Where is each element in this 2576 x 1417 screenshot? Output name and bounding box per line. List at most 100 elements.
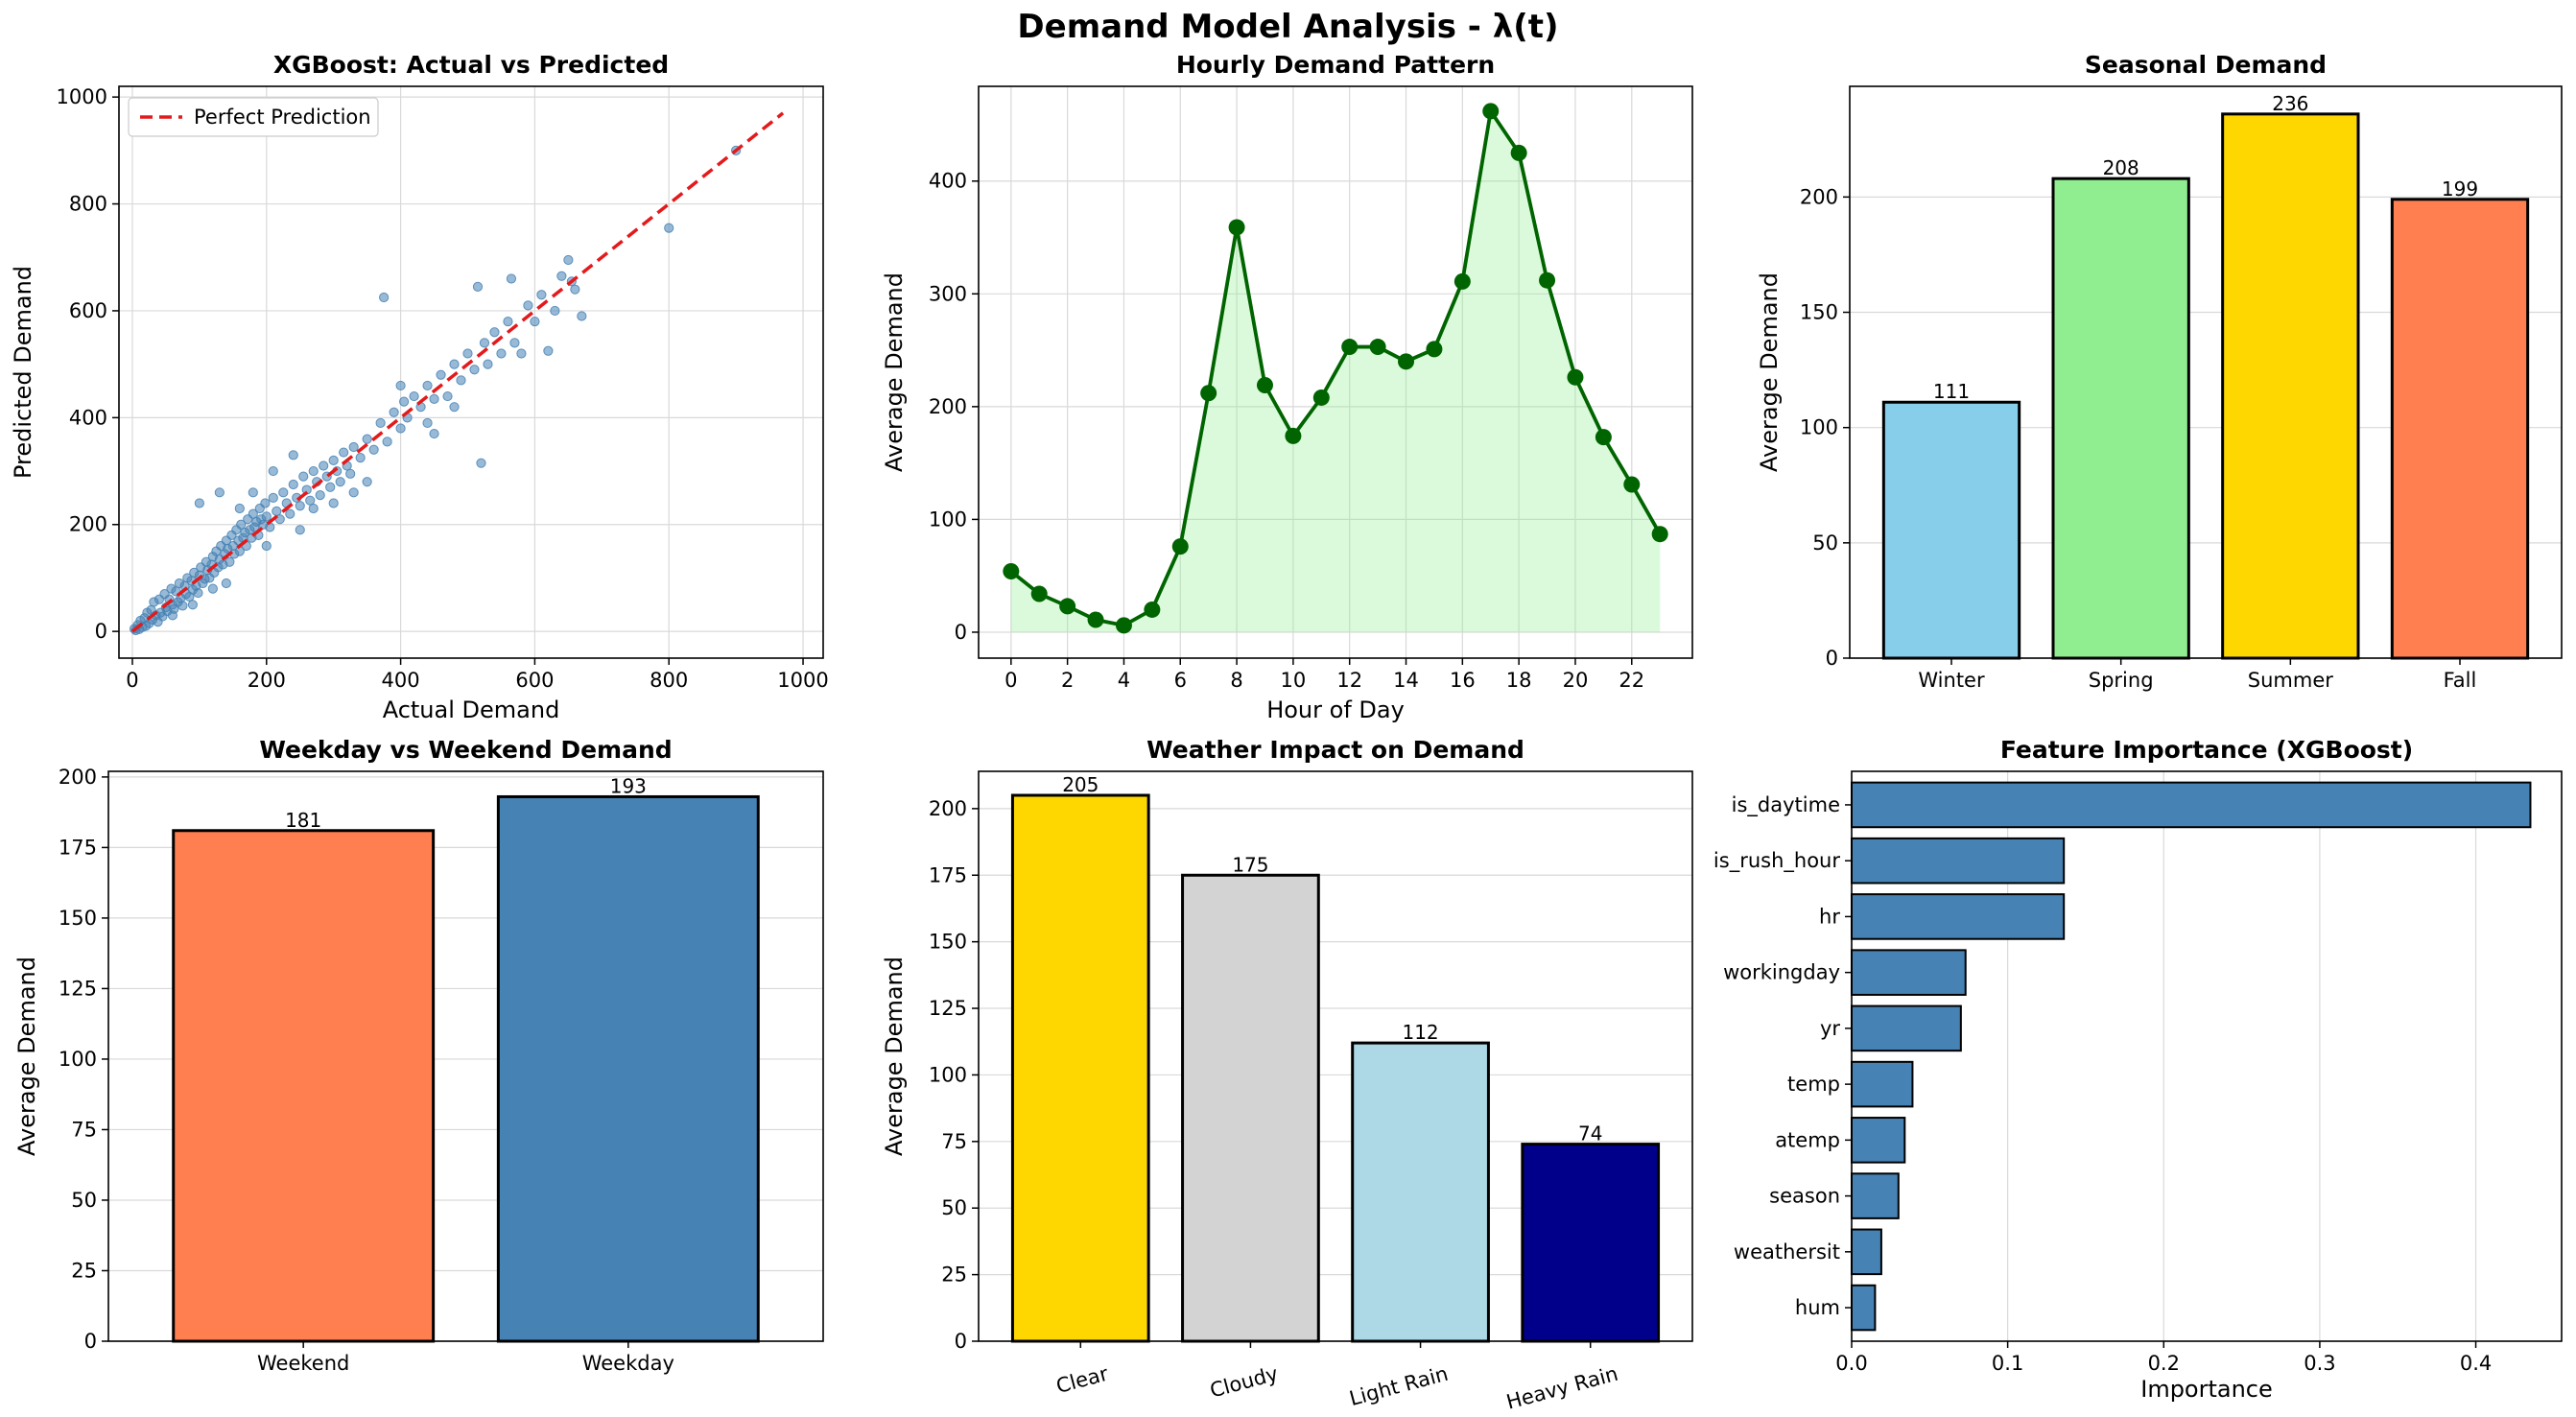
scatter-legend-label: Perfect Prediction xyxy=(194,106,371,129)
seasonal-value-label: 208 xyxy=(2103,156,2139,179)
scatter-point xyxy=(261,540,272,552)
importance-ytick-label: hr xyxy=(1819,905,1840,928)
weather-ytick-label: 75 xyxy=(941,1130,967,1153)
weekday-bar xyxy=(496,794,760,1343)
hourly-point xyxy=(1256,377,1273,394)
scatter-point xyxy=(268,465,278,477)
hourly-point xyxy=(1482,103,1500,120)
hourly-xlabel: Hour of Day xyxy=(1266,697,1405,723)
scatter-xtick-label: 0 xyxy=(126,669,138,692)
weather-xtick-label: Cloudy xyxy=(1208,1362,1281,1403)
importance-bar xyxy=(1851,1004,1962,1052)
scatter-point xyxy=(308,503,319,514)
scatter-point xyxy=(456,375,466,386)
seasonal-xtick-label: Spring xyxy=(2089,669,2154,692)
weather-value-label: 74 xyxy=(1578,1122,1602,1145)
scatter-point xyxy=(288,479,298,490)
importance-ytick-label: workingday xyxy=(1723,961,1840,984)
scatter-point xyxy=(362,434,372,444)
scatter-xtick-label: 800 xyxy=(650,669,688,692)
scatter-point xyxy=(328,498,339,508)
hourly-point xyxy=(1003,562,1020,579)
weather-value-label: 175 xyxy=(1232,853,1268,876)
scatter-point xyxy=(362,477,372,487)
hourly-point xyxy=(1341,339,1359,356)
weather-ytick-label: 200 xyxy=(929,797,967,820)
scatter-point xyxy=(308,465,319,477)
seasonal-value-label: 236 xyxy=(2272,92,2308,115)
scatter-point xyxy=(496,348,507,359)
seasonal-xtick-label: Summer xyxy=(2248,669,2333,692)
scatter-point xyxy=(398,396,410,407)
scatter-point xyxy=(319,461,329,471)
weekday-title: Weekday vs Weekend Demand xyxy=(259,736,672,764)
scatter-ytick-label: 800 xyxy=(69,193,107,216)
importance-title: Feature Importance (XGBoost) xyxy=(2000,736,2413,764)
hourly-point xyxy=(1595,429,1612,446)
scatter-point xyxy=(167,610,178,621)
scatter-point xyxy=(355,453,366,463)
weekday-ytick-label: 200 xyxy=(59,766,97,789)
importance-bar xyxy=(1851,1172,1900,1219)
scatter-point xyxy=(345,468,356,479)
weekday-ytick-label: 50 xyxy=(71,1189,97,1212)
importance-ytick-label: atemp xyxy=(1775,1128,1840,1151)
weather-title: Weather Impact on Demand xyxy=(1146,736,1524,764)
importance-bar xyxy=(1851,1060,1914,1108)
scatter-point xyxy=(193,587,203,599)
seasonal-value-label: 199 xyxy=(2442,177,2478,201)
scatter-point xyxy=(379,292,390,303)
importance-ytick-label: temp xyxy=(1787,1073,1840,1096)
importance-xlabel: Importance xyxy=(2140,1376,2273,1403)
scatter-point xyxy=(577,311,587,321)
importance-bar xyxy=(1851,781,2532,829)
scatter-point xyxy=(429,428,439,439)
hourly-point xyxy=(1115,617,1132,634)
scatter-point xyxy=(298,471,309,482)
scatter-point xyxy=(234,503,245,514)
importance-ytick-label: hum xyxy=(1795,1296,1840,1319)
weather-bar xyxy=(1010,793,1150,1343)
scatter-ytick-label: 400 xyxy=(69,406,107,429)
scatter-point xyxy=(225,556,235,567)
seasonal-ytick-label: 200 xyxy=(1800,185,1838,208)
scatter-point xyxy=(409,390,419,402)
weekday-value-label: 181 xyxy=(285,809,321,832)
weather-xtick-label: Light Rain xyxy=(1347,1362,1451,1410)
hourly-point xyxy=(1623,476,1641,493)
scatter-ytick-label: 0 xyxy=(95,620,107,643)
scatter-point xyxy=(278,487,289,498)
weekday-ytick-label: 175 xyxy=(59,836,97,859)
scatter-point xyxy=(429,393,439,404)
hourly-point xyxy=(1426,341,1443,358)
scatter-point xyxy=(469,365,480,375)
scatter-point xyxy=(449,402,460,413)
seasonal-bar xyxy=(2390,198,2530,660)
seasonal-xtick-label: Fall xyxy=(2444,669,2477,692)
scatter-point xyxy=(556,271,567,281)
scatter-point xyxy=(295,501,305,511)
seasonal-frame xyxy=(1849,85,2563,659)
hourly-xtick-label: 14 xyxy=(1393,669,1419,692)
hourly-xtick-label: 0 xyxy=(1004,669,1017,692)
scatter-point xyxy=(335,477,345,487)
weather-xtick-label: Clear xyxy=(1053,1362,1111,1398)
weekday-frame xyxy=(107,770,824,1342)
hourly-point xyxy=(1171,538,1189,555)
weekday-ytick-label: 25 xyxy=(71,1259,97,1282)
importance-xtick-label: 0.4 xyxy=(2460,1352,2492,1375)
scatter-point xyxy=(436,369,446,380)
weather-xtick-label: Heavy Rain xyxy=(1504,1362,1620,1414)
importance-bar xyxy=(1851,1228,1882,1276)
hourly-point xyxy=(1539,272,1556,289)
seasonal-ytick-label: 150 xyxy=(1800,301,1838,324)
scatter-point xyxy=(236,519,247,530)
hourly-area xyxy=(1010,110,1661,632)
scatter-xtick-label: 200 xyxy=(248,669,286,692)
scatter-point xyxy=(248,508,258,519)
seasonal-ytick-label: 0 xyxy=(1826,647,1838,670)
hourly-ytick-label: 300 xyxy=(929,282,967,305)
scatter-point xyxy=(442,390,453,402)
scatter-point xyxy=(523,300,533,311)
scatter-point xyxy=(382,437,392,447)
